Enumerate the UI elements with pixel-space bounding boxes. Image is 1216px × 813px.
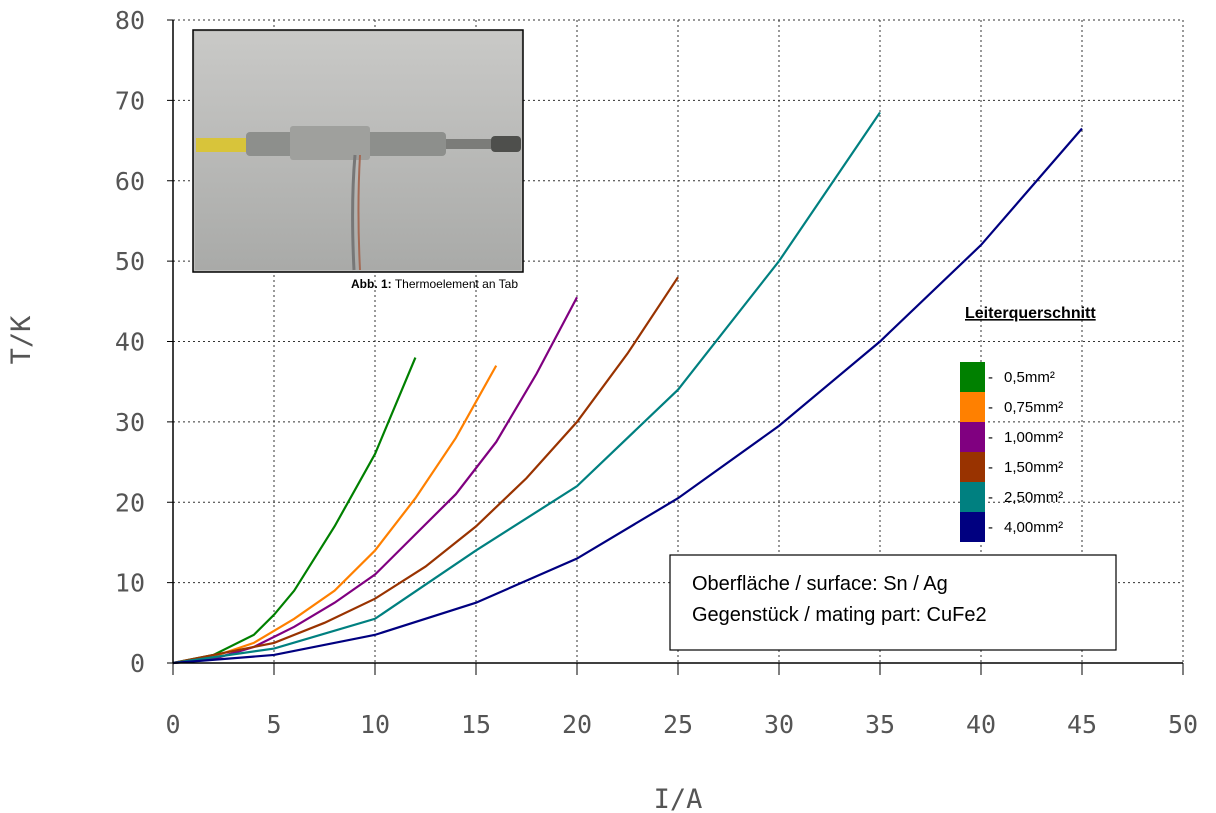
- x-tick-label: 5: [266, 710, 281, 739]
- y-axis-label: T/K: [6, 315, 37, 365]
- legend-dash: -: [988, 429, 993, 446]
- legend-dash: -: [988, 519, 993, 536]
- legend-swatch: [960, 482, 985, 512]
- legend-swatch: [960, 362, 985, 392]
- inset-photo: [192, 29, 524, 273]
- annotation-line: Oberfläche / surface: Sn / Ag: [692, 573, 948, 595]
- legend-dash: -: [988, 459, 993, 476]
- annotation-box: [669, 554, 1117, 651]
- legend-label: 0,75mm²: [1004, 399, 1063, 416]
- legend-dash: -: [988, 369, 993, 386]
- x-tick-label: 35: [865, 710, 895, 739]
- x-tick-label: 30: [764, 710, 794, 739]
- x-axis-label: I/A: [654, 784, 703, 813]
- x-tick-label: 40: [966, 710, 996, 739]
- x-tick-label: 25: [663, 710, 693, 739]
- x-tick-label: 0: [165, 710, 180, 739]
- data-line: [172, 111, 881, 665]
- data-line: [172, 296, 578, 665]
- legend-dash: -: [988, 399, 993, 416]
- x-tick-label: 50: [1168, 710, 1198, 739]
- caption-label: Abb. 1:: [351, 277, 392, 291]
- legend-label: 2,50mm²: [1004, 489, 1063, 506]
- y-tick-label: 0: [130, 649, 145, 678]
- legend-title: Leiterquerschnitt: [965, 305, 1096, 322]
- x-tick-label: 20: [562, 710, 592, 739]
- legend-swatch: [960, 512, 985, 542]
- legend-dash: -: [988, 489, 993, 506]
- legend-label: 4,00mm²: [1004, 519, 1063, 536]
- data-line: [172, 357, 417, 665]
- x-tick-label: 10: [360, 710, 390, 739]
- y-tick-label: 70: [115, 86, 145, 115]
- x-tick-label: 45: [1067, 710, 1097, 739]
- x-tick-label: 15: [461, 710, 491, 739]
- data-line: [172, 127, 1083, 665]
- y-tick-label: 10: [115, 569, 145, 598]
- inset-caption: Abb. 1: Thermoelement an Tab: [351, 277, 518, 291]
- y-tick-label: 80: [115, 6, 145, 35]
- legend-label: 1,00mm²: [1004, 429, 1063, 446]
- legend-swatch: [960, 452, 985, 482]
- legend-label: 1,50mm²: [1004, 459, 1063, 476]
- y-tick-label: 60: [115, 167, 145, 196]
- legend-swatch: [960, 392, 985, 422]
- data-line: [172, 276, 679, 665]
- annotation-line: Gegenstück / mating part: CuFe2: [692, 604, 987, 626]
- y-tick-label: 30: [115, 408, 145, 437]
- legend-label: 0,5mm²: [1004, 369, 1055, 386]
- y-tick-label: 40: [115, 328, 145, 357]
- caption-text: Thermoelement an Tab: [395, 277, 519, 291]
- y-tick-label: 20: [115, 488, 145, 517]
- y-tick-label: 50: [115, 247, 145, 276]
- legend-swatch: [960, 422, 985, 452]
